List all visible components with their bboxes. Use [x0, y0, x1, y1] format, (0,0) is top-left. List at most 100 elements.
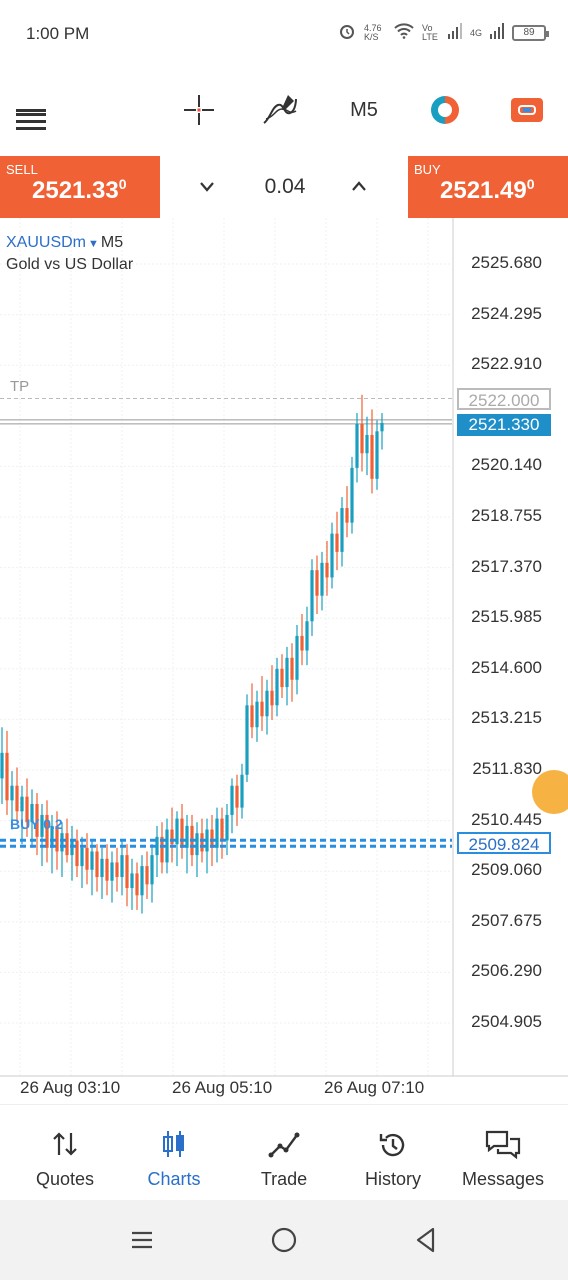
price-tick-label: 2504.905 — [471, 1012, 542, 1031]
nav-trade[interactable]: Trade — [229, 1105, 339, 1201]
candle-body — [200, 833, 204, 852]
quotes-icon — [10, 1129, 120, 1159]
candle-body — [240, 774, 244, 808]
buy-order-label[interactable]: BUY 0.2 — [10, 816, 63, 832]
candle-body — [15, 785, 19, 812]
sell-price-sup: 0 — [118, 176, 127, 192]
candle-body — [100, 858, 104, 878]
indicator-icon[interactable] — [262, 90, 298, 130]
candle-body — [300, 635, 304, 651]
candle-body — [275, 668, 279, 706]
time-tick-label: 26 Aug 07:10 — [324, 1078, 425, 1097]
candle-body — [45, 814, 49, 848]
candle-body — [40, 814, 44, 837]
charts-icon — [119, 1129, 229, 1159]
candle-body — [375, 431, 379, 479]
nav-quotes[interactable]: Quotes — [10, 1105, 120, 1201]
volume-input[interactable]: 0.04 — [264, 175, 306, 198]
candle-body — [130, 873, 134, 889]
price-tick-label: 2511.830 — [472, 759, 542, 778]
signal2-icon — [490, 23, 504, 42]
nav-label: History — [364, 1169, 421, 1189]
bottom-navigation: Quotes Charts Trade History Messages — [0, 1104, 568, 1200]
timeframe-button[interactable]: M5 — [350, 98, 378, 121]
candle-body — [30, 803, 34, 823]
candle-body — [295, 635, 299, 680]
sim2-label: 4G — [469, 27, 482, 38]
buy-price-sup: 0 — [526, 176, 535, 192]
candle-body — [345, 508, 349, 523]
candle-body — [180, 818, 184, 848]
candle-body — [20, 796, 24, 812]
candle-body — [370, 434, 374, 479]
sim1-label: Vo LTE — [421, 22, 438, 42]
candle-body — [270, 690, 274, 706]
candle-body — [110, 862, 114, 881]
account-icon[interactable] — [508, 90, 546, 130]
candle-body — [250, 705, 254, 728]
price-tick-label: 2509.060 — [471, 860, 542, 880]
home-icon[interactable] — [270, 1226, 300, 1256]
candle-body — [50, 825, 54, 848]
battery-icon: 89 — [512, 24, 549, 41]
status-time: 1:00 PM — [26, 24, 90, 43]
system-navigation-bar — [0, 1200, 568, 1280]
candle-body — [255, 701, 259, 728]
chart-canvas[interactable] — [0, 218, 568, 1104]
nav-label: Quotes — [35, 1169, 95, 1189]
price-tick-label: 2522.910 — [471, 354, 542, 374]
history-icon — [338, 1129, 448, 1159]
candle-body — [315, 570, 319, 596]
nav-history[interactable]: History — [338, 1105, 448, 1201]
candle-body — [90, 851, 94, 870]
messages-icon — [448, 1129, 558, 1160]
candle-body — [175, 818, 179, 845]
candle-body — [60, 833, 64, 852]
crosshair-icon[interactable] — [180, 90, 218, 130]
candle-body — [280, 668, 284, 688]
status-bar: 1:00 PM 4.76 K/S Vo LTE 4G 89 — [0, 0, 568, 68]
buy-price-main: 2521.49 — [440, 177, 527, 204]
symbol-header[interactable]: XAUUSDm ▼ M5 — [6, 234, 123, 252]
nav-messages[interactable]: Messages — [448, 1105, 558, 1201]
price-chart[interactable]: XAUUSDm ▼ M5 Gold vs US Dollar TP 2525.680… — [0, 218, 568, 1104]
symbol-name[interactable]: XAUUSDm — [6, 234, 87, 251]
candle-body — [115, 862, 119, 878]
candle-body — [355, 424, 359, 468]
trade-icon — [229, 1129, 339, 1159]
candle-body — [55, 825, 59, 852]
candle-body — [155, 836, 159, 856]
volume-increase-button[interactable] — [344, 172, 374, 202]
candle-body — [305, 621, 309, 651]
candle-body — [160, 836, 164, 863]
candle-body — [310, 570, 314, 622]
symbol-description: Gold vs US Dollar — [6, 256, 134, 273]
one-click-trade-panel: SELL 2521.330 0.04 BUY 2521.490 — [0, 156, 568, 218]
signal-icon — [447, 23, 462, 42]
menu-icon[interactable] — [14, 90, 48, 130]
price-tick-label: 2510.445 — [471, 809, 542, 829]
volume-decrease-button[interactable] — [192, 172, 222, 202]
sell-price: 2521.330 — [32, 176, 127, 205]
candle-body — [75, 840, 79, 867]
symbol-dropdown-icon[interactable]: ▼ — [88, 238, 99, 250]
nav-charts[interactable]: Charts — [119, 1105, 229, 1201]
floating-timer-bubble[interactable] — [532, 770, 568, 814]
candle-body — [95, 851, 99, 878]
buy-button[interactable]: BUY 2521.490 — [408, 156, 568, 218]
candle-body — [195, 833, 199, 856]
trade-color-icon[interactable] — [426, 90, 464, 130]
candle-body — [10, 785, 14, 801]
candle-body — [245, 705, 249, 775]
candle-body — [380, 422, 384, 432]
recent-apps-icon[interactable] — [128, 1226, 158, 1256]
candle-body — [80, 847, 84, 867]
candle-body — [120, 855, 124, 878]
candle-body — [225, 814, 229, 841]
back-icon[interactable] — [412, 1226, 442, 1256]
sell-button[interactable]: SELL 2521.330 — [0, 156, 160, 218]
price-tick-label: 2507.675 — [471, 910, 542, 930]
price-tick-label: 2520.140 — [471, 455, 542, 475]
candle-body — [215, 818, 219, 848]
